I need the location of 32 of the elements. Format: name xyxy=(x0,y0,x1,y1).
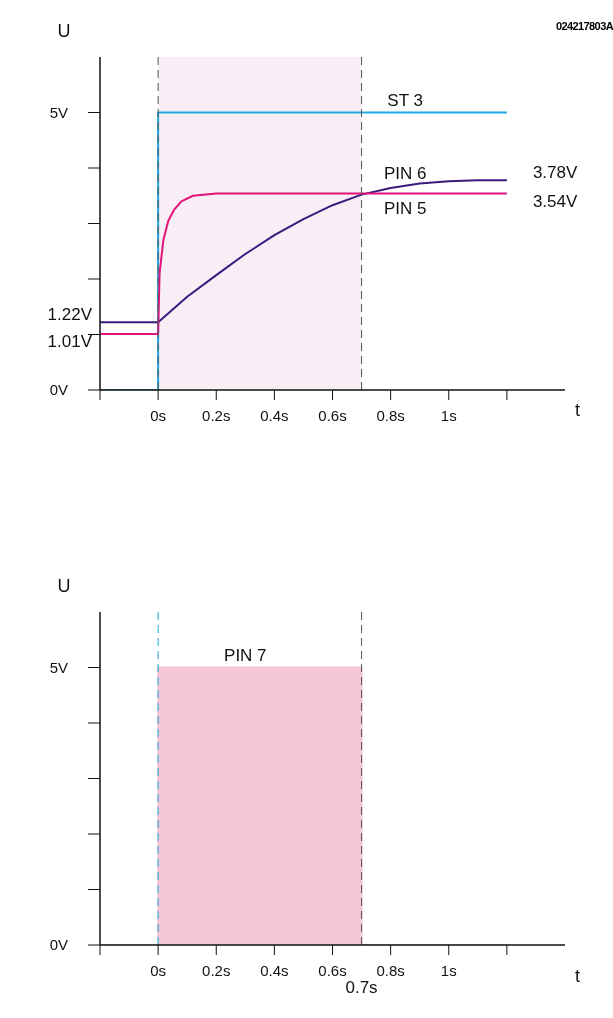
x-tick-label: 0.2s xyxy=(202,961,231,979)
y-tick-label: 0V xyxy=(49,381,68,399)
annotation: 3.78V xyxy=(532,163,578,183)
x-axis-title: t xyxy=(575,400,581,421)
line-series xyxy=(100,179,508,324)
y-tick-label: 5V xyxy=(49,103,68,121)
x-tick-label: 1s xyxy=(440,961,457,979)
annotation: 3.54V xyxy=(532,191,578,211)
annotation: 1.22V xyxy=(47,305,93,325)
x-tick-label: 0.4s xyxy=(260,961,289,979)
x-tick-label: 0.8s xyxy=(376,406,405,424)
series-label: ST 3 xyxy=(387,90,423,110)
x-tick-label: 0.8s xyxy=(376,961,405,979)
x-tick-label: 1s xyxy=(440,406,457,424)
x-tick-label: 0.4s xyxy=(260,406,289,424)
series-label: PIN 6 xyxy=(383,163,427,183)
y-tick-label: 5V xyxy=(49,658,68,676)
x-axis-title: t xyxy=(575,966,581,987)
annotation: 0.7s xyxy=(345,978,378,997)
y-axis-title: U xyxy=(57,21,71,41)
y-axis-title: U xyxy=(57,576,71,596)
line-series xyxy=(100,192,508,335)
x-tick-label: 0.6s xyxy=(318,406,347,424)
series-label: PIN 7 xyxy=(224,645,267,665)
x-tick-label: 0s xyxy=(150,406,167,424)
y-tick-label: 0V xyxy=(49,936,68,954)
x-tick-label: 0s xyxy=(150,961,167,979)
series-label: PIN 5 xyxy=(383,198,427,218)
text: 024217803A xyxy=(555,20,613,32)
annotation: 1.01V xyxy=(47,331,93,351)
x-tick-label: 0.6s xyxy=(318,961,347,979)
x-tick-label: 0.2s xyxy=(202,406,231,424)
